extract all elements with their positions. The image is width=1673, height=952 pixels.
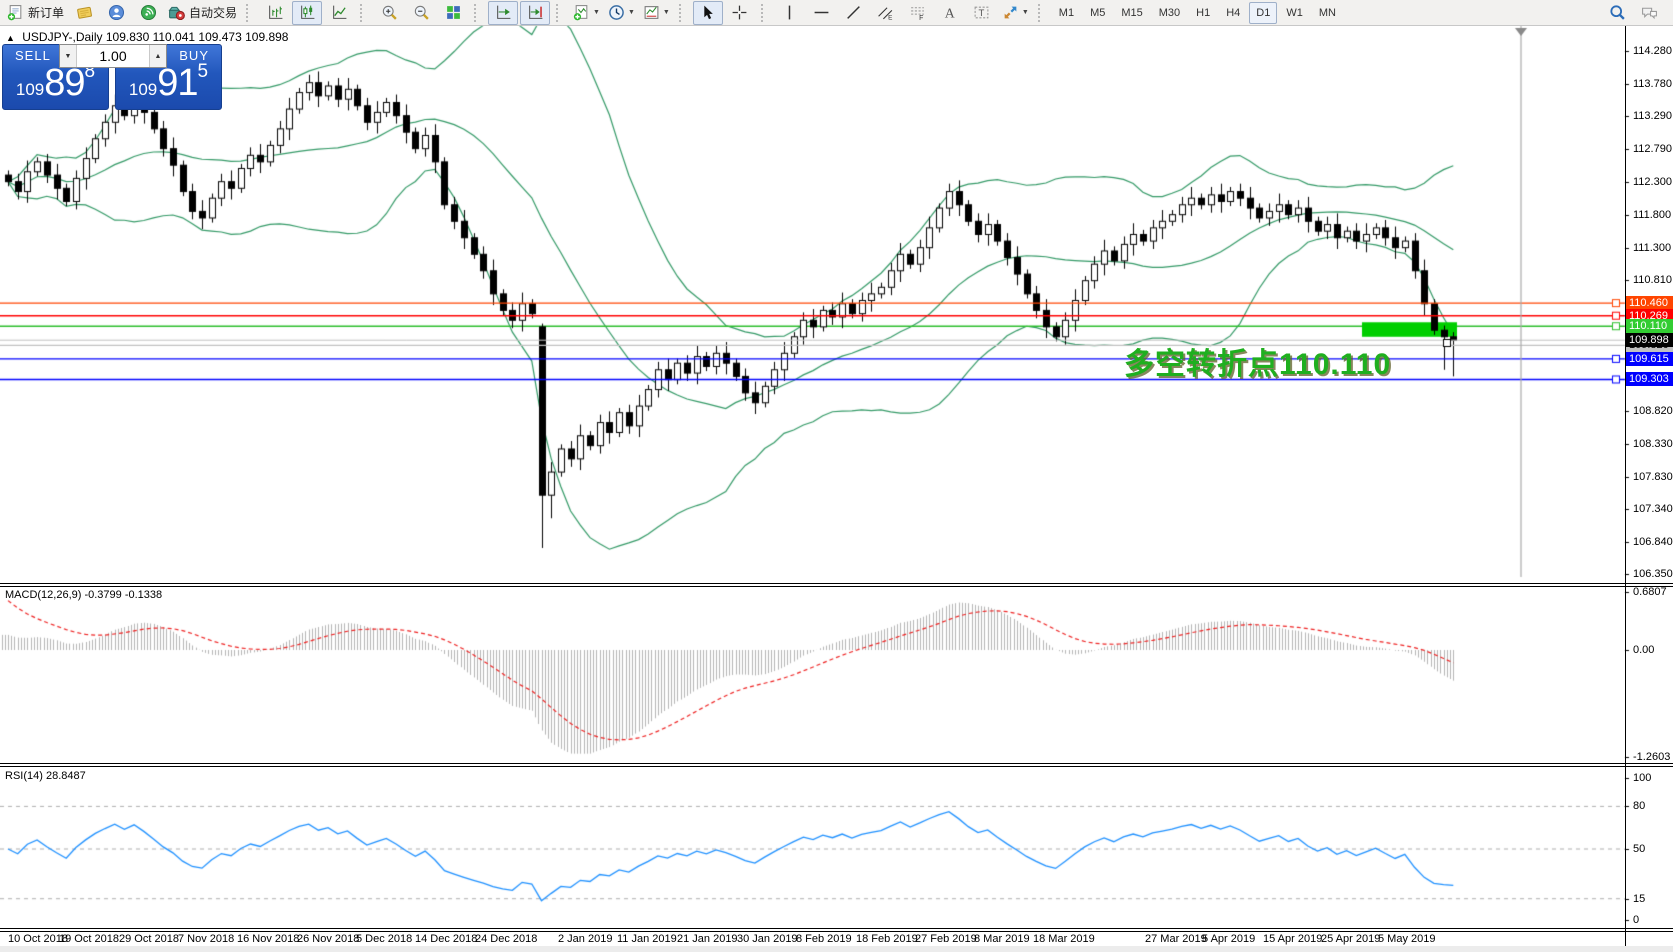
time-axis-tick-label: 11 Jan 2019: [617, 933, 677, 945]
macd-axis-label: -1.2603: [1633, 751, 1671, 764]
pane-separator-macd[interactable]: [0, 583, 1673, 587]
price-axis-tick-label: 107.830: [1633, 470, 1673, 483]
buy-price-prefix: 109: [128, 80, 158, 99]
time-axis-tick-label: 7 Nov 2018: [178, 933, 235, 945]
time-axis-tick-label: 19 Oct 2018: [59, 933, 119, 945]
one-click-trading-panel: SELL 109898 BUY 109915 ▼ ▲: [2, 44, 222, 110]
sell-button[interactable]: SELL 109898: [2, 44, 109, 110]
time-axis-tick-label: 15 Apr 2019: [1263, 933, 1323, 945]
time-axis-tick-label: 27 Mar 2019: [1145, 933, 1207, 945]
price-scale-border: [1625, 26, 1626, 946]
price-axis-tick-label: 113.780: [1633, 78, 1672, 90]
sell-price-prefix: 109: [15, 80, 45, 99]
chart-title-row: ▲ USDJPY-,Daily 109.830 110.041 109.473 …: [6, 30, 288, 44]
price-axis-tick-label: 113.290: [1633, 110, 1672, 123]
time-axis-tick-label: 8 Feb 2019: [796, 933, 852, 945]
hline-price-label: 110.110: [1626, 319, 1673, 334]
time-axis-tick-label: 2 Jan 2019: [558, 933, 613, 945]
time-axis-tick-label: 24 Dec 2018: [475, 933, 538, 945]
rsi-axis-label: 15: [1633, 892, 1646, 905]
sell-price-pip: 8: [84, 61, 96, 82]
time-axis-tick-label: 8 Mar 2019: [974, 933, 1030, 945]
time-axis-tick-label: 5 Dec 2018: [356, 933, 413, 945]
time-axis-tick-label: 30 Jan 2019: [737, 933, 798, 945]
window-bottom-edge: [0, 946, 1673, 952]
time-axis-tick-label: 18 Mar 2019: [1033, 933, 1095, 945]
time-axis-tick-label: 10 Oct 2018: [8, 933, 68, 945]
buy-label: BUY: [179, 48, 209, 63]
price-axis-tick-label: 111.300: [1633, 241, 1672, 254]
pane-separator-dates: [0, 928, 1673, 932]
hline-price-label: 109.615: [1626, 351, 1673, 366]
macd-indicator-label: MACD(12,26,9) -0.3799 -0.1338: [5, 589, 163, 601]
volume-decrease-button[interactable]: ▼: [60, 45, 77, 67]
volume-input[interactable]: [77, 45, 149, 67]
sell-price: 109898: [3, 61, 108, 105]
price-axis-tick-label: 114.280: [1633, 45, 1672, 57]
time-axis-tick-label: 16 Nov 2018: [237, 933, 300, 945]
time-axis-tick-label: 25 Apr 2019: [1321, 933, 1381, 945]
buy-price-pip: 5: [197, 61, 209, 82]
time-axis-tick-label: 14 Dec 2018: [415, 933, 478, 945]
price-axis-tick-label: 108.820: [1633, 405, 1673, 418]
time-axis-tick-label: 27 Feb 2019: [915, 933, 977, 945]
bid-price-label: 109.898: [1626, 333, 1673, 348]
buy-price-big: 91: [157, 62, 198, 104]
chart-symbol-period: USDJPY-,Daily: [22, 30, 103, 44]
hline-price-label: 109.303: [1626, 372, 1673, 387]
pane-separator-rsi[interactable]: [0, 763, 1673, 767]
macd-axis-label: 0.6807: [1633, 586, 1667, 598]
buy-price: 109915: [116, 61, 221, 105]
hline-price-label: 110.460: [1626, 296, 1673, 311]
time-axis-tick-label: 18 Feb 2019: [856, 933, 918, 945]
rsi-indicator-label: RSI(14) 28.8487: [5, 770, 86, 782]
sell-label: SELL: [15, 48, 51, 63]
chart-ohlc-values: 109.830 110.041 109.473 109.898: [105, 30, 289, 44]
rsi-axis-label: 80: [1633, 800, 1646, 813]
price-axis-tick-label: 106.840: [1633, 536, 1673, 549]
time-axis-tick-label: 5 May 2019: [1378, 933, 1436, 945]
volume-increase-button[interactable]: ▲: [149, 45, 166, 67]
price-axis-tick-label: 112.300: [1633, 175, 1672, 188]
price-axis-tick-label: 112.790: [1633, 143, 1672, 156]
rsi-axis-label: 0: [1633, 914, 1640, 926]
rsi-axis-label: 100: [1633, 772, 1652, 784]
sell-price-big: 89: [44, 62, 85, 104]
price-axis-tick-label: 111.800: [1633, 208, 1672, 221]
time-axis-tick-label: 5 Apr 2019: [1202, 933, 1256, 945]
price-axis-tick-label: 108.330: [1633, 437, 1673, 450]
time-axis-tick-label: 21 Jan 2019: [677, 933, 738, 945]
chart-annotation-text[interactable]: 多空转折点110.110: [1124, 348, 1392, 381]
price-axis-tick-label: 106.350: [1633, 568, 1673, 581]
one-click-collapse-icon[interactable]: ▲: [6, 33, 15, 43]
time-axis-tick-label: 26 Nov 2018: [297, 933, 360, 945]
price-axis-tick-label: 110.810: [1633, 274, 1672, 287]
price-axis-tick-label: 107.340: [1633, 503, 1673, 516]
rsi-axis-label: 50: [1633, 843, 1646, 855]
volume-control: ▼ ▲: [59, 44, 167, 68]
macd-axis-label: 0.00: [1633, 644, 1655, 656]
time-axis-tick-label: 29 Oct 2018: [119, 933, 179, 945]
